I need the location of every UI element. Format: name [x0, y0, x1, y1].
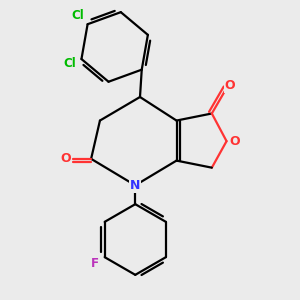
- Text: Cl: Cl: [63, 57, 76, 70]
- Text: Cl: Cl: [71, 9, 84, 22]
- Text: O: O: [225, 79, 236, 92]
- Text: O: O: [60, 152, 70, 165]
- Text: F: F: [91, 256, 98, 270]
- Text: N: N: [130, 179, 140, 192]
- Text: O: O: [229, 135, 239, 148]
